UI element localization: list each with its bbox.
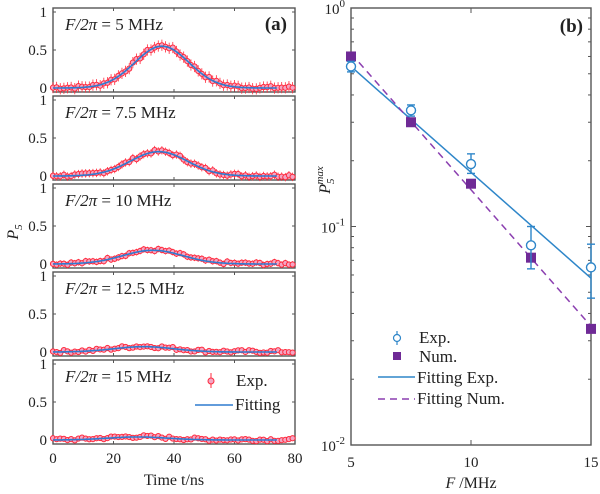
y-tick-label: 1 <box>40 93 48 109</box>
y-tick-label: 1 <box>40 5 48 21</box>
subplot-title: F/2π = 7.5 MHz <box>64 103 176 122</box>
fit-line <box>53 345 277 353</box>
y-tick-label: 0.5 <box>28 307 47 323</box>
panel-label-a: (a) <box>265 14 287 35</box>
fit-num-line <box>350 52 592 327</box>
exp-point <box>289 261 296 268</box>
x-tick-label: 10 <box>464 455 479 471</box>
subplot-title: F/2π = 5 MHz <box>64 15 163 34</box>
fit-line <box>53 436 277 441</box>
legend-exp-label: Exp. <box>419 328 451 347</box>
x-axis-label: F /MHz <box>444 475 496 492</box>
fit-line <box>53 45 277 89</box>
fit-line <box>53 249 277 265</box>
legend-fitexp-label: Fitting Exp. <box>417 368 498 387</box>
legend-num-marker <box>393 352 401 360</box>
y-tick-label: 10-2 <box>321 435 345 455</box>
subplot-title: F/2π = 12.5 MHz <box>64 279 185 298</box>
exp-point <box>345 61 357 72</box>
legend-exp-marker <box>207 377 215 385</box>
panel-a: 0 0.5 1 F/2π = 5 MHz 0 0.5 1 F/2π = 7.5 MHz 0 0.5… <box>5 5 303 489</box>
exp-point <box>465 158 477 170</box>
subplot-3: 0 0.5 1 F/2π = 10 MHz <box>28 181 296 273</box>
subplot-4: 0 0.5 1 F/2π = 12.5 MHz <box>28 269 296 361</box>
y-tick-label: 0 <box>40 257 48 273</box>
y-tick-label: 0 <box>40 169 48 185</box>
num-point <box>346 51 356 62</box>
y-tick-label: 1 <box>40 269 48 285</box>
panel-label-b: (b) <box>560 16 583 37</box>
y-tick-label: 10-1 <box>321 217 345 237</box>
x-tick-label: 5 <box>347 455 355 471</box>
y-tick-label: 0 <box>40 345 48 361</box>
y-tick-label: 0.5 <box>28 131 47 147</box>
exp-point <box>289 84 296 91</box>
y-tick-label: 1 <box>40 357 48 373</box>
num-point <box>406 117 416 128</box>
y-tick-label: 0 <box>40 433 48 449</box>
y-tick-label: 1 <box>40 181 48 197</box>
x-tick-label: 60 <box>227 451 242 467</box>
subplot-title: F/2π = 10 MHz <box>64 191 172 210</box>
y-axis-label: P5 <box>5 224 25 241</box>
subplot-title: F/2π = 15 MHz <box>64 367 172 386</box>
fit-line <box>53 150 277 177</box>
num-point <box>586 323 596 334</box>
x-tick-label: 0 <box>49 451 57 467</box>
x-axis-label: Time t/ns <box>144 472 204 489</box>
exp-point <box>585 262 597 273</box>
y-tick-label: 0 <box>40 81 48 97</box>
x-tick-label: 20 <box>106 451 121 467</box>
num-point <box>466 178 476 189</box>
legend-exp-label: Exp. <box>236 371 268 390</box>
subplot-1: 0 0.5 1 F/2π = 5 MHz <box>28 5 296 97</box>
exp-point <box>405 105 417 116</box>
y-tick-label: 0.5 <box>28 219 47 235</box>
legend-fit-label: Fitting <box>235 395 281 414</box>
x-tick-label: 40 <box>167 451 182 467</box>
x-tick-label: 15 <box>584 455 599 471</box>
y-tick-label: 100 <box>325 0 346 18</box>
legend-fitnum-label: Fitting Num. <box>417 389 505 408</box>
subplot-2: 0 0.5 1 F/2π = 7.5 MHz <box>28 93 296 185</box>
y-tick-label: 0.5 <box>28 43 47 59</box>
panel-b: 100 10-1 10-25 10 15 F /MHz P5max (b) Exp.Num. Fi… <box>314 0 599 492</box>
exp-point <box>289 349 296 356</box>
legend-b: Exp.Num. Fitting Exp. Fitting Num. <box>378 328 505 408</box>
y-axis-label: P5max <box>314 166 337 195</box>
legend-exp-marker <box>392 333 402 343</box>
y-tick-label: 0.5 <box>28 395 47 411</box>
legend-a: Exp. Fitting <box>195 371 281 414</box>
x-tick-label: 80 <box>288 451 303 467</box>
exp-point <box>289 173 296 180</box>
exp-point <box>289 435 296 442</box>
subplot-5: 0 0.5 1 F/2π = 15 MHz <box>28 357 296 449</box>
legend-num-label: Num. <box>419 347 457 366</box>
exp-point <box>525 240 537 251</box>
